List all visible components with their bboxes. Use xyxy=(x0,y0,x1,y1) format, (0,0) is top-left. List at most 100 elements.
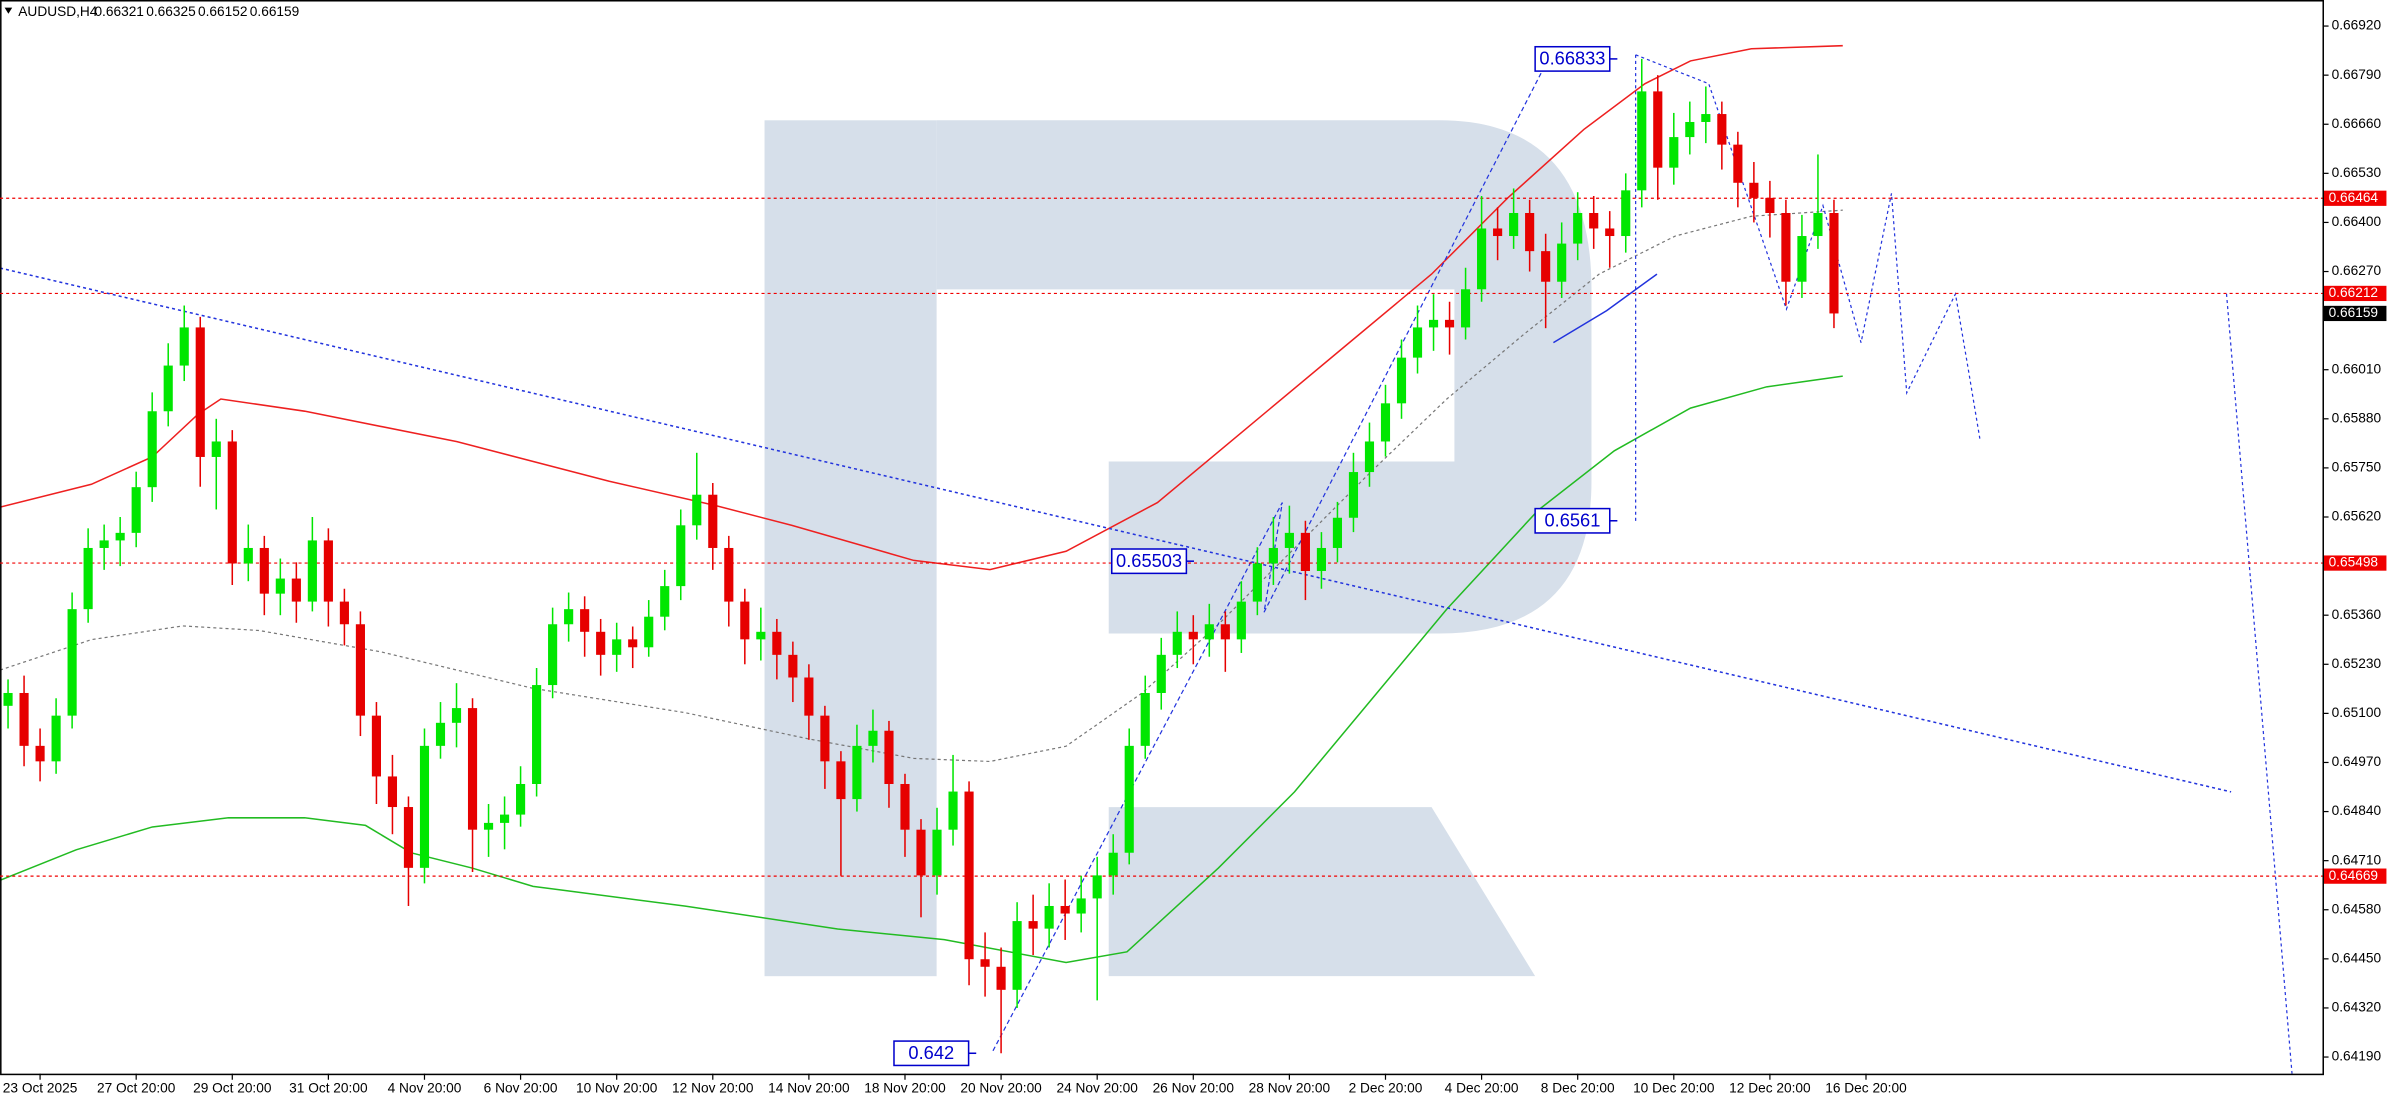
candle-body xyxy=(1220,624,1230,640)
candle-body xyxy=(836,761,846,800)
y-tick-label: 0.66920 xyxy=(2332,18,2382,33)
candle-body xyxy=(612,639,622,655)
candle-body xyxy=(788,654,798,678)
candle-body xyxy=(483,822,494,830)
candle-body xyxy=(195,327,205,457)
candle-body xyxy=(51,715,61,762)
x-tick-label: 27 Oct 20:00 xyxy=(97,1081,176,1096)
candle-body xyxy=(996,966,1006,990)
open-price: 0.66321 xyxy=(94,4,143,19)
candle-body xyxy=(35,745,45,762)
candle-body xyxy=(1829,212,1839,314)
annotation-label: 0.65503 xyxy=(1116,550,1182,571)
x-tick-label: 26 Nov 20:00 xyxy=(1153,1081,1235,1096)
x-tick-label: 8 Dec 20:00 xyxy=(1541,1081,1615,1096)
candle-body xyxy=(451,708,462,723)
candle-body xyxy=(676,525,686,587)
x-tick-label: 4 Dec 20:00 xyxy=(1445,1081,1519,1096)
wave-line xyxy=(992,63,1547,1052)
candle-body xyxy=(275,578,285,594)
candle-body xyxy=(1412,327,1423,358)
y-tick-label: 0.64970 xyxy=(2332,754,2382,769)
candle-body xyxy=(1124,745,1134,853)
level-label: 0.64669 xyxy=(2329,868,2378,883)
candle-body xyxy=(1364,441,1375,473)
y-tick-label: 0.66530 xyxy=(2332,165,2382,180)
y-tick-label: 0.66010 xyxy=(2332,361,2382,376)
last-price-label: 0.66159 xyxy=(2329,305,2378,320)
candle-body xyxy=(1781,212,1791,282)
candle-body xyxy=(756,631,766,640)
annotation-box xyxy=(1534,507,1611,534)
candle-body xyxy=(403,807,414,868)
candle-body xyxy=(1701,114,1711,122)
candle-body xyxy=(131,487,141,533)
candle-body xyxy=(1653,91,1663,168)
candle-body xyxy=(724,547,734,602)
y-tick-label: 0.64320 xyxy=(2332,1000,2382,1015)
x-tick-label: 6 Nov 20:00 xyxy=(484,1081,558,1096)
candle-body xyxy=(532,685,542,784)
candle-body xyxy=(419,745,430,868)
candle-body xyxy=(980,959,990,967)
y-tick-label: 0.65100 xyxy=(2332,705,2382,720)
annotation-label: 0.6561 xyxy=(1545,509,1601,530)
candle-body xyxy=(259,547,269,594)
x-tick-label: 10 Dec 20:00 xyxy=(1633,1081,1715,1096)
y-tick-label: 0.66270 xyxy=(2332,263,2382,278)
candle-body xyxy=(1765,197,1775,213)
annotation-box xyxy=(893,1040,970,1067)
candle-body xyxy=(1669,137,1679,168)
candle-body xyxy=(1284,532,1294,548)
y-tick-label: 0.64710 xyxy=(2332,852,2382,867)
candle-body xyxy=(1060,905,1070,914)
menu-arrow xyxy=(4,7,13,14)
candle-body xyxy=(580,609,590,632)
x-tick-label: 20 Nov 20:00 xyxy=(960,1081,1042,1096)
x-tick-label: 10 Nov 20:00 xyxy=(576,1081,658,1096)
candle-body xyxy=(499,814,510,823)
moving-average-gray xyxy=(0,209,1843,763)
candle-body xyxy=(179,327,189,366)
candle-body xyxy=(1461,289,1471,328)
level-label: 0.66212 xyxy=(2329,285,2378,300)
candle-body xyxy=(1204,624,1214,640)
candle-body xyxy=(323,540,333,602)
candle-body xyxy=(1268,547,1278,564)
watermark xyxy=(764,120,1592,977)
candle-body xyxy=(99,540,109,548)
candle-body xyxy=(387,776,398,808)
candle-body xyxy=(1428,319,1439,328)
candle-body xyxy=(1557,243,1567,282)
x-tick-label: 4 Nov 20:00 xyxy=(388,1081,462,1096)
candle-body xyxy=(467,708,478,830)
candle-body xyxy=(1621,190,1631,237)
annotation-label: 0.66833 xyxy=(1539,48,1605,69)
candle-body xyxy=(227,441,237,564)
candle-body xyxy=(948,791,958,830)
candle-body xyxy=(67,609,77,716)
x-tick-label: 16 Dec 20:00 xyxy=(1825,1081,1907,1096)
x-tick-label: 23 Oct 2025 xyxy=(3,1081,78,1096)
watermark-bowl xyxy=(936,120,1592,634)
candle-body xyxy=(516,783,526,815)
candle-body xyxy=(1637,91,1647,191)
candle-body xyxy=(115,532,125,541)
candle-body xyxy=(1493,228,1503,237)
candle-body xyxy=(772,631,782,655)
high-price: 0.66325 xyxy=(146,4,196,19)
candle-body xyxy=(1380,403,1391,442)
candle-body xyxy=(1348,472,1359,518)
candle-body xyxy=(243,547,253,564)
candle-body xyxy=(1252,563,1262,602)
level-label: 0.65498 xyxy=(2329,555,2379,570)
candle-body xyxy=(1044,905,1054,929)
candle-body xyxy=(371,715,382,777)
candle-body xyxy=(900,783,910,830)
candle-body xyxy=(291,578,301,602)
candle-body xyxy=(804,677,814,716)
forecast-line xyxy=(1635,54,1981,439)
plot-frame xyxy=(0,0,2325,1076)
y-tick-label: 0.64450 xyxy=(2332,950,2382,965)
candle-body xyxy=(692,494,702,526)
